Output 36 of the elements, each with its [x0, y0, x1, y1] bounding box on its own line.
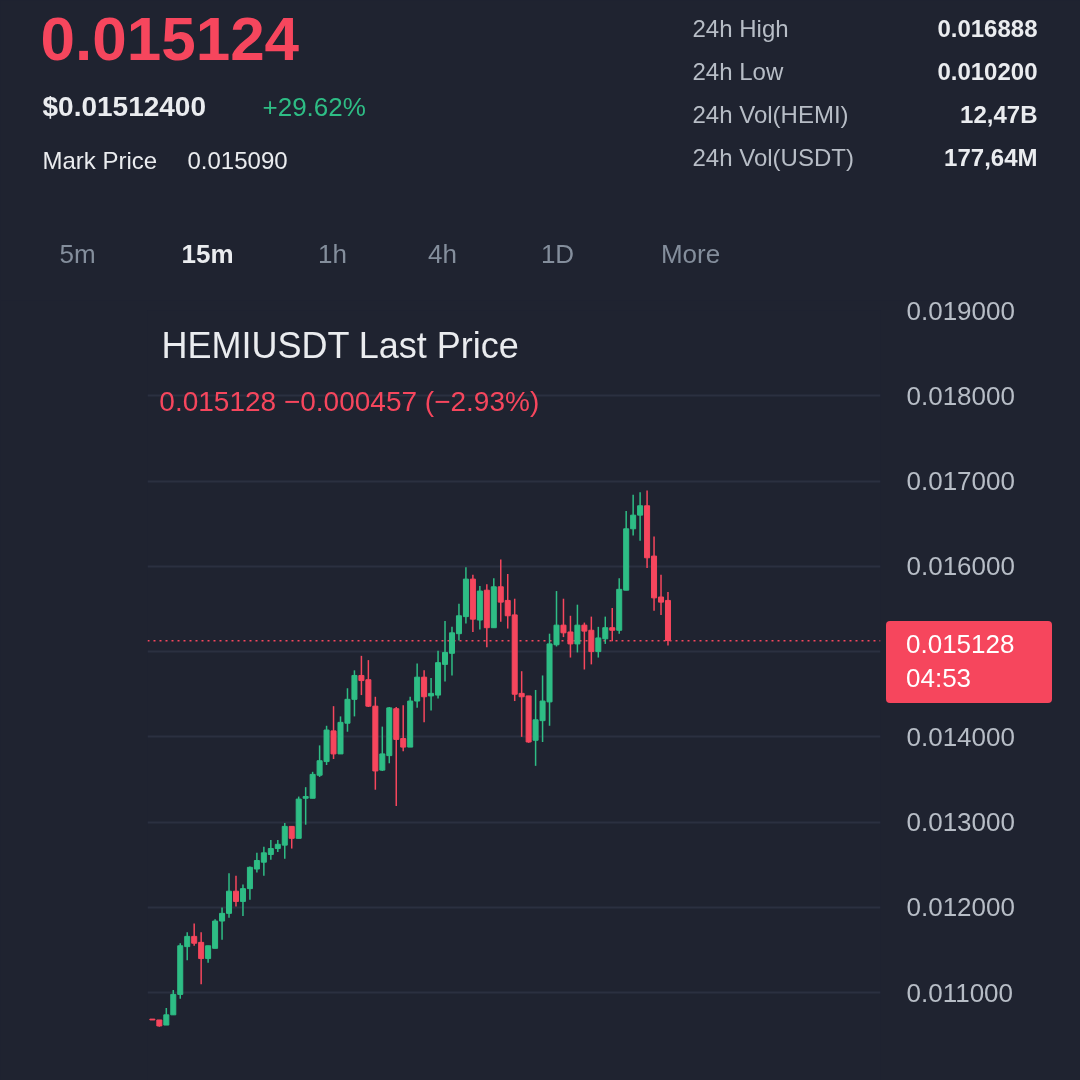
- candlestick: [288, 825, 295, 850]
- text: 24h Vol(HEMI): [692, 101, 849, 128]
- y-tick-label: 0.011000: [906, 977, 1014, 1008]
- text: 0.016888: [937, 15, 1038, 42]
- candlestick: [574, 603, 581, 654]
- text: 177,64M: [944, 144, 1038, 171]
- text: 0.010200: [937, 58, 1038, 85]
- text: 12,47B: [960, 101, 1038, 128]
- y-tick-label: 0.016000: [906, 551, 1015, 582]
- y-tick-label: 0.013000: [906, 807, 1015, 838]
- candlestick: [421, 669, 428, 724]
- text: 4h: [428, 238, 457, 269]
- text: 5m: [59, 238, 96, 269]
- candlestick: [232, 875, 239, 908]
- y-tick-label: 0.018000: [906, 380, 1015, 411]
- text: 15m: [181, 238, 234, 269]
- text: 0.015128 −0.000457 (−2.93%): [159, 385, 540, 417]
- text: 04:53: [906, 662, 973, 695]
- y-tick-label: 0.017000: [906, 466, 1015, 497]
- text: 0.015124: [40, 3, 300, 73]
- y-tick-label: 0.014000: [906, 721, 1015, 752]
- text: 24h High: [692, 15, 789, 42]
- chart-title: HEMIUSDT Last Price: [161, 324, 519, 366]
- y-tick-label: 0.019000: [906, 295, 1015, 326]
- candlestick: [330, 705, 337, 760]
- text: 24h Vol(USDT): [692, 144, 854, 171]
- text: 1D: [540, 238, 575, 269]
- text: +29.62%: [262, 91, 366, 122]
- text: 24h Low: [692, 58, 784, 85]
- text: $0.01512400: [42, 91, 207, 122]
- text: Mark Price: [42, 147, 158, 174]
- text: 0.015090: [187, 147, 288, 174]
- text: 1h: [318, 238, 347, 269]
- ref-line-label: 0.015128: [906, 628, 1015, 661]
- text: More: [660, 238, 721, 269]
- y-tick-label: 0.012000: [906, 892, 1015, 923]
